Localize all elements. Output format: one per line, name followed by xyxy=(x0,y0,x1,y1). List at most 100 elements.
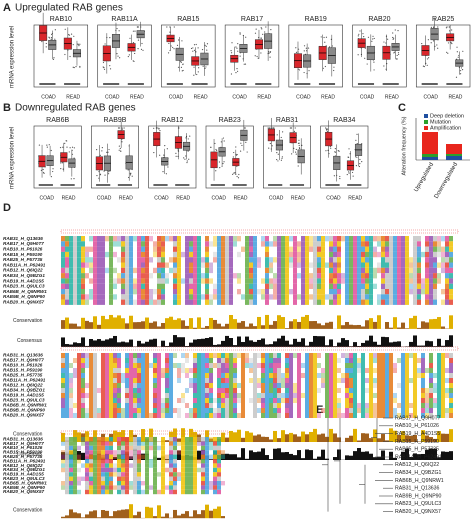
sequence-name: RAB11A_H_P62491 xyxy=(3,458,46,463)
residue xyxy=(397,246,401,252)
residue xyxy=(381,289,385,295)
leaf-label: RAB10_H_P61026 xyxy=(395,423,439,429)
residue xyxy=(261,289,265,295)
residue xyxy=(269,398,273,403)
residue xyxy=(93,393,97,398)
residue xyxy=(321,299,325,305)
residue xyxy=(113,467,117,473)
residue xyxy=(93,299,97,305)
outlier xyxy=(264,31,266,33)
conservation-bar xyxy=(233,319,237,329)
outlier xyxy=(50,39,52,41)
residue xyxy=(429,236,433,242)
residue xyxy=(405,383,409,388)
residue xyxy=(217,299,221,305)
residue xyxy=(121,472,125,477)
residue xyxy=(217,398,221,403)
leaf-label: RAB20_H_Q9NX57 xyxy=(395,509,441,515)
residue xyxy=(141,251,145,258)
residue xyxy=(89,441,93,446)
conservation-bar xyxy=(281,430,285,442)
residue xyxy=(205,378,209,383)
residue xyxy=(181,463,185,468)
residue xyxy=(401,363,405,368)
outlier xyxy=(235,72,237,74)
residue xyxy=(217,267,221,274)
residue xyxy=(181,353,185,358)
residue xyxy=(145,283,149,289)
outlier xyxy=(422,65,425,67)
outlier xyxy=(276,158,278,161)
residue xyxy=(141,373,145,378)
residue xyxy=(337,413,341,418)
residue xyxy=(61,388,65,393)
conservation-bar xyxy=(261,325,265,329)
residue xyxy=(109,278,113,284)
residue xyxy=(281,257,285,263)
residue xyxy=(77,454,81,459)
residue xyxy=(277,413,281,418)
residue xyxy=(281,278,285,284)
residue xyxy=(209,267,213,274)
residue xyxy=(233,241,237,247)
residue xyxy=(101,236,105,242)
residue xyxy=(449,278,453,284)
outlier xyxy=(185,155,187,157)
residue xyxy=(337,236,341,242)
residue xyxy=(293,294,297,300)
residue xyxy=(253,403,257,408)
residue xyxy=(77,388,81,393)
gene-title: RAB23 xyxy=(219,117,241,124)
residue xyxy=(161,273,165,279)
outlier xyxy=(70,33,73,35)
residue xyxy=(445,278,449,284)
residue xyxy=(333,368,337,373)
residue xyxy=(409,257,413,263)
residue xyxy=(385,278,389,284)
residue xyxy=(137,257,141,263)
residue xyxy=(273,236,277,242)
residue xyxy=(241,294,245,300)
conservation-bar xyxy=(209,510,213,519)
residue xyxy=(181,489,185,495)
residue xyxy=(89,236,93,242)
residue xyxy=(365,289,369,295)
residue xyxy=(361,353,365,358)
residue xyxy=(421,393,425,398)
residue xyxy=(89,445,93,451)
residue xyxy=(65,472,69,477)
residue xyxy=(165,363,169,368)
outlier xyxy=(163,154,165,156)
residue xyxy=(385,251,389,258)
residue xyxy=(97,437,101,442)
residue xyxy=(329,294,333,300)
residue xyxy=(221,353,225,358)
group-label: READ xyxy=(66,94,80,100)
residue xyxy=(193,459,197,464)
residue xyxy=(85,363,89,368)
residue xyxy=(401,373,405,378)
gene-title: RAB11A xyxy=(111,16,138,23)
residue xyxy=(85,393,89,398)
consensus-bar xyxy=(137,340,141,347)
conservation-bar xyxy=(189,318,193,329)
residue xyxy=(377,358,381,363)
outlier xyxy=(206,43,209,45)
residue xyxy=(173,450,177,455)
residue xyxy=(389,383,393,388)
consensus-bar xyxy=(225,453,229,460)
residue xyxy=(65,459,69,464)
residue xyxy=(225,398,229,403)
residue xyxy=(273,241,277,247)
residue xyxy=(325,408,329,413)
residue xyxy=(325,393,329,398)
residue xyxy=(125,467,129,473)
residue xyxy=(101,441,105,446)
residue xyxy=(245,299,249,305)
outlier xyxy=(430,26,432,28)
outlier xyxy=(172,46,174,49)
residue xyxy=(325,236,329,242)
residue xyxy=(205,358,209,363)
residue xyxy=(321,236,325,242)
residue xyxy=(329,257,333,263)
